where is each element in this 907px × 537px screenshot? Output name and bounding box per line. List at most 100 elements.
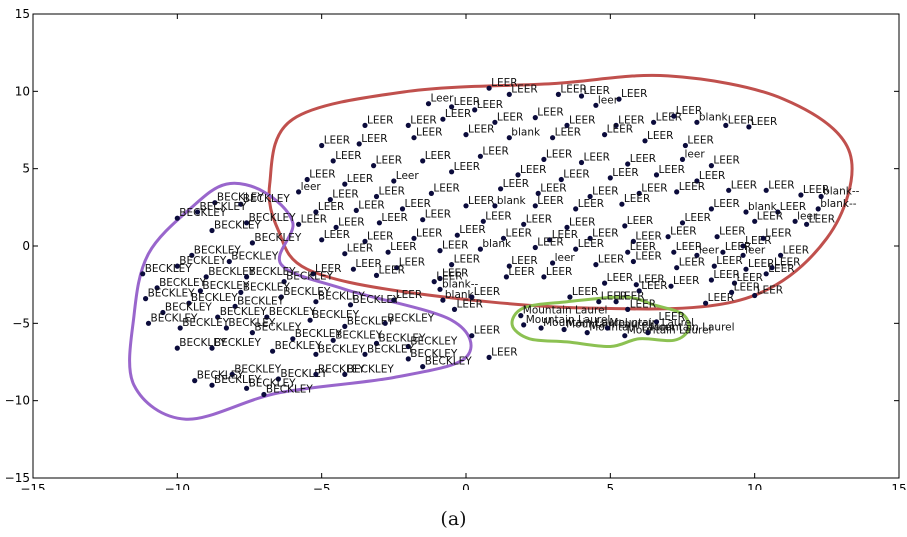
data-point [420, 158, 426, 164]
point-label: LEER [324, 229, 350, 241]
data-point [376, 220, 382, 226]
data-point [630, 258, 637, 265]
point-label: Mountain Laurel [650, 322, 735, 334]
point-label: LEER [355, 258, 381, 270]
data-point [330, 337, 336, 343]
data-point [333, 224, 339, 230]
data-point [399, 206, 406, 212]
data-point [275, 376, 281, 382]
point-label: BECKLEY [283, 286, 331, 298]
point-label: Mountain Laurel [609, 317, 694, 329]
data-point [270, 348, 276, 354]
point-label: LEER [618, 291, 644, 303]
data-point [633, 282, 639, 288]
x-tick-label: 10 [747, 482, 762, 490]
data-point [313, 299, 319, 305]
point-label: LEER [433, 182, 459, 194]
data-point [327, 197, 333, 203]
point-label: LEER [592, 186, 618, 198]
point-label: LEER [679, 181, 705, 193]
data-point [319, 237, 325, 243]
point-label: LEER [728, 114, 754, 126]
data-point [353, 207, 359, 213]
data-point [313, 371, 319, 377]
point-label: LEER [399, 257, 425, 269]
point-label: BECKLEY [410, 336, 458, 348]
point-label: LEER [416, 127, 442, 139]
data-point [498, 186, 504, 192]
data-point [555, 91, 562, 97]
data-point [342, 251, 348, 257]
data-point [486, 85, 492, 91]
point-label: BECKLEY [318, 291, 366, 303]
data-point [174, 215, 180, 221]
point-label: BECKLEY [266, 384, 314, 396]
data-point [653, 172, 660, 178]
point-label: Mountain Laurel [526, 314, 611, 326]
data-point [720, 249, 726, 255]
data-point [775, 209, 781, 215]
x-tick-label: −10 [165, 482, 190, 490]
data-point [668, 283, 674, 289]
data-point [356, 141, 362, 147]
point-label: LEER [526, 213, 552, 225]
point-label: LEER [537, 195, 563, 207]
point-label: LEER [376, 155, 402, 167]
point-label: LEER [641, 280, 667, 292]
point-label: LEER [676, 105, 702, 117]
data-point [538, 325, 544, 331]
data-point [209, 227, 215, 234]
data-point [708, 206, 715, 212]
point-label: BECKLEY [254, 232, 302, 244]
point-label: LEER [569, 216, 595, 228]
point-label: BECKLEY [249, 377, 297, 389]
point-label: LEER [708, 292, 734, 304]
point-label: LEER [474, 286, 500, 298]
point-label: BECKLEY [179, 255, 227, 267]
data-point [602, 280, 608, 286]
point-label: LEER [578, 198, 604, 210]
point-label: BECKLEY [335, 329, 383, 341]
point-label: LEER [379, 186, 405, 198]
point-label: BECKLEY [425, 356, 473, 368]
point-label: LEER [592, 227, 618, 239]
data-point [223, 325, 229, 331]
point-label: LEER [569, 114, 595, 126]
data-point [425, 101, 432, 107]
point-label: LEER [485, 210, 511, 222]
data-point [437, 275, 443, 282]
data-point [792, 218, 798, 224]
data-point [665, 234, 671, 240]
data-point [723, 122, 729, 128]
data-point [362, 122, 368, 128]
point-label: BECKLEY [347, 315, 395, 327]
point-label: LEER [699, 170, 725, 182]
point-label: LEER [630, 298, 656, 310]
data-point [492, 203, 498, 209]
data-point [518, 313, 524, 319]
point-label: LEER [630, 153, 656, 165]
data-point [373, 193, 380, 200]
point-label: LEER [725, 241, 751, 253]
point-label: BECKLEY [179, 337, 227, 349]
point-label: blank-- [823, 186, 860, 198]
point-label: LEER [537, 237, 563, 249]
point-label: LEER [751, 116, 777, 128]
data-point [492, 119, 498, 125]
point-label: LEER [627, 215, 653, 227]
data-point [731, 280, 738, 286]
data-point [752, 292, 758, 299]
data-point [411, 135, 417, 141]
data-point [604, 325, 611, 331]
data-point [431, 279, 437, 285]
data-point [671, 113, 677, 119]
data-point [449, 104, 455, 110]
data-point [209, 345, 215, 351]
data-point [674, 189, 680, 195]
point-label: LEER [416, 227, 442, 239]
point-label: LEER [454, 96, 480, 108]
point-label: LEER [318, 201, 344, 213]
data-point [391, 297, 397, 303]
data-point [469, 294, 475, 300]
